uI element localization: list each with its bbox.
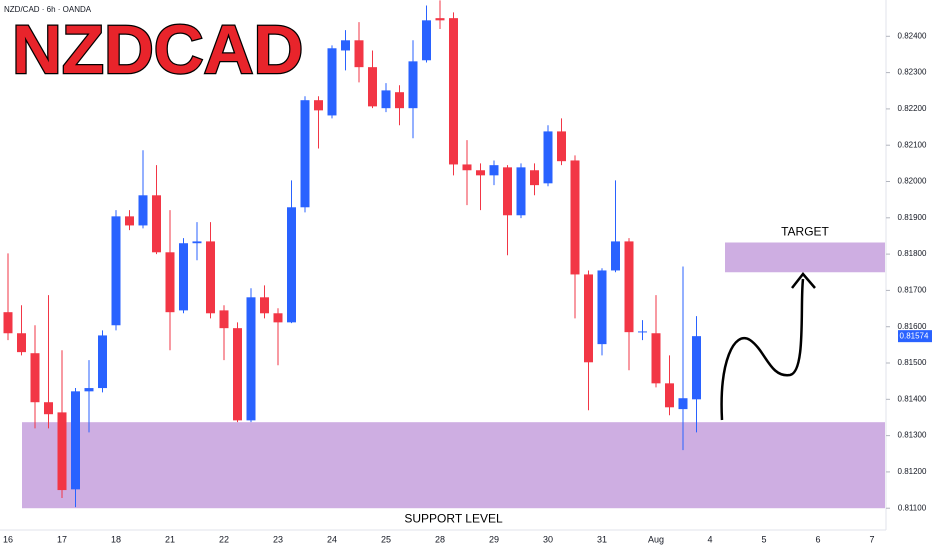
candle-body (30, 353, 40, 403)
x-tick-label: 25 (381, 534, 391, 544)
x-tick-label: 5 (761, 534, 766, 544)
x-tick-label: 4 (707, 534, 712, 544)
candle-body (260, 297, 269, 314)
candle-body (206, 241, 215, 314)
candle-body (489, 165, 499, 176)
candle-body (665, 383, 674, 408)
candle-body (570, 160, 580, 275)
candle-body (17, 333, 26, 353)
candle-body (435, 18, 445, 21)
candle-body (246, 297, 256, 421)
last-price-tag (898, 330, 932, 343)
x-tick-label: Aug (648, 534, 664, 544)
candle-body (381, 90, 391, 109)
x-tick-label: 30 (543, 534, 553, 544)
y-tick-label: 0.81400 (898, 394, 927, 403)
candle-body (476, 170, 485, 176)
candle-body (395, 92, 404, 109)
candle-body (449, 18, 458, 165)
candle-body (408, 61, 418, 109)
x-tick-label: 17 (57, 534, 67, 544)
x-tick-label: 31 (597, 534, 607, 544)
x-tick-label: 29 (489, 534, 499, 544)
candle-body (111, 216, 121, 326)
axes: 0.82400 0.82300 0.82200 0.82100 0.82000 0.819… (3, 31, 932, 544)
candle-body (152, 195, 161, 253)
zone (22, 422, 885, 509)
candle-body (651, 333, 661, 384)
candle-body (125, 216, 134, 226)
candle-body (368, 67, 377, 107)
y-tick-label: 0.81600 (898, 322, 927, 331)
y-tick-label: 0.82200 (898, 104, 927, 113)
candle-body (3, 312, 13, 334)
candle-body (530, 170, 539, 186)
candle-body (597, 270, 607, 345)
candle-body (422, 20, 431, 61)
candle-body (516, 167, 526, 216)
candle-body (327, 48, 337, 116)
x-tick-label: 7 (869, 534, 874, 544)
x-tick-label: 23 (273, 534, 283, 544)
candle-body (624, 241, 634, 333)
candle-body (98, 335, 107, 389)
candle-body (219, 310, 229, 329)
candle-body (557, 131, 566, 162)
candle-body (192, 241, 202, 244)
candle-body (287, 207, 296, 323)
zone-label: SUPPORT LEVEL (404, 511, 503, 525)
x-tick-label: 18 (111, 534, 121, 544)
x-tick-label: 6 (815, 534, 820, 544)
candles (3, 0, 701, 508)
candle-body (354, 40, 364, 68)
x-tick-label: 28 (435, 534, 445, 544)
candle-body (692, 336, 701, 400)
y-tick-label: 0.82300 (898, 68, 927, 77)
zone (725, 242, 885, 273)
chart-title: NZDCAD (12, 11, 303, 88)
y-tick-label: 0.81200 (898, 467, 927, 476)
candle-body (503, 167, 512, 216)
candle-body (233, 328, 242, 421)
y-tick-label: 0.81900 (898, 213, 927, 222)
x-tick-label: 24 (327, 534, 337, 544)
zones: SUPPORT LEVEL TARGET (22, 225, 885, 525)
zone-label: TARGET (781, 225, 829, 239)
candle-body (543, 131, 553, 184)
y-tick-label: 0.81100 (898, 503, 927, 512)
candle-body (71, 391, 80, 490)
candle-body (179, 243, 188, 311)
projection-curve (720, 278, 805, 421)
x-tick-label: 21 (165, 534, 175, 544)
x-tick-label: 22 (219, 534, 229, 544)
candle-body (678, 398, 688, 410)
y-tick-label: 0.82000 (898, 177, 927, 186)
candle-body (314, 100, 323, 111)
y-tick-label: 0.81700 (898, 286, 927, 295)
y-tick-label: 0.81500 (898, 358, 927, 367)
candle-body (584, 274, 593, 363)
candle-body (44, 402, 53, 415)
y-tick-label: 0.81300 (898, 431, 927, 440)
candle-body (273, 313, 283, 323)
projection-arrowhead (791, 272, 816, 289)
last-price-label: 0.81574 (900, 331, 929, 340)
candle-body (165, 252, 175, 313)
x-tick-label: 16 (3, 534, 13, 544)
y-tick-label: 0.82100 (898, 140, 927, 149)
candle-body (638, 331, 647, 333)
candle-body (84, 388, 94, 392)
candle-body (341, 40, 350, 51)
candle-body (57, 412, 67, 491)
chart-subtitle: NZD/CAD · 6h · OANDA (4, 5, 92, 14)
y-tick-label: 0.82400 (898, 31, 927, 40)
candle-body (462, 164, 472, 171)
candle-body (300, 100, 310, 208)
candle-body (138, 195, 148, 226)
candle-body (611, 241, 620, 271)
y-tick-label: 0.81800 (898, 249, 927, 258)
